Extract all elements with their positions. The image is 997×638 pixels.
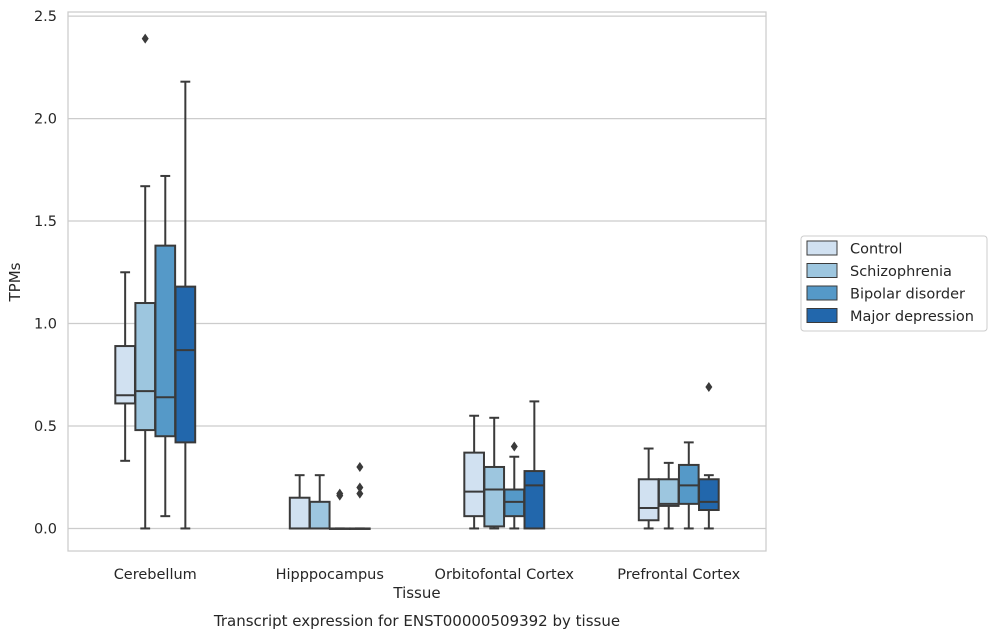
- legend-swatch: [806, 263, 838, 278]
- box-0-2: [463, 414, 485, 530]
- outlier-point: [510, 441, 518, 452]
- box-3-3: [698, 382, 720, 530]
- box-body: [288, 496, 311, 530]
- box-2-1: [328, 488, 351, 530]
- x-tick-label: Prefrontal Cortex: [617, 567, 740, 583]
- legend-swatch: [806, 285, 838, 301]
- legend-items: Control Schizophrenia Bipolar disorder Majo…: [806, 240, 974, 325]
- box-body: [657, 478, 680, 507]
- plot-area: [67, 11, 767, 552]
- y-tick-label: 1.5: [34, 214, 57, 230]
- x-tick-label: Hipppocampus: [276, 567, 384, 583]
- outlier-point: [356, 488, 364, 499]
- legend-label: Major depression: [850, 309, 974, 325]
- box-0-3: [637, 447, 660, 530]
- box-body: [503, 488, 526, 518]
- chart-title: Transcript expression for ENST0000050939…: [213, 612, 620, 630]
- legend-swatch: [806, 308, 838, 323]
- box-body: [698, 478, 720, 512]
- legend-label: Bipolar disorder: [850, 287, 965, 303]
- legend-label: Control: [850, 242, 902, 258]
- box-body: [134, 302, 157, 432]
- outlier-point: [356, 461, 364, 472]
- x-tick-labels: Cerebellum Hipppocampus Orbitofontal Corte…: [114, 567, 741, 583]
- outlier-point: [705, 382, 713, 393]
- outlier-point: [356, 482, 364, 493]
- box-1-1: [308, 474, 331, 530]
- y-tick-label: 2.5: [34, 9, 57, 25]
- outlier-point: [141, 33, 149, 44]
- y-tick-label: 0.5: [34, 419, 57, 435]
- x-axis-label: Tissue: [392, 584, 440, 602]
- y-tick-label: 2.0: [34, 112, 57, 128]
- y-tick-label: 1.0: [34, 317, 57, 333]
- box-body: [308, 500, 331, 530]
- x-tick-label: Orbitofontal Cortex: [435, 567, 575, 583]
- y-tick-label: 0.0: [34, 521, 57, 537]
- x-tick-label: Cerebellum: [114, 567, 197, 583]
- legend-label: Schizophrenia: [850, 264, 952, 280]
- box-body: [523, 470, 546, 530]
- legend-swatch: [806, 240, 838, 256]
- box-body: [174, 285, 197, 444]
- box-3-1: [349, 461, 371, 530]
- outlier-point: [336, 488, 344, 499]
- box-3-2: [523, 400, 546, 530]
- box-body: [154, 244, 177, 438]
- box-groups: [114, 33, 720, 530]
- legend-frame: [800, 235, 988, 332]
- y-tick-labels: 0.0 0.5 1.0 1.5 2.0 2.5: [34, 9, 57, 537]
- box-3-0: [174, 80, 197, 530]
- box-body: [637, 478, 660, 522]
- y-axis-label: TPMs: [6, 262, 24, 302]
- box-2-3: [677, 441, 700, 530]
- box-2-0: [154, 174, 177, 518]
- box-body: [463, 451, 485, 518]
- box-body: [677, 463, 700, 505]
- box-0-1: [288, 474, 311, 530]
- box-body: [483, 465, 506, 528]
- legend: Control Schizophrenia Bipolar disorder Majo…: [800, 235, 988, 332]
